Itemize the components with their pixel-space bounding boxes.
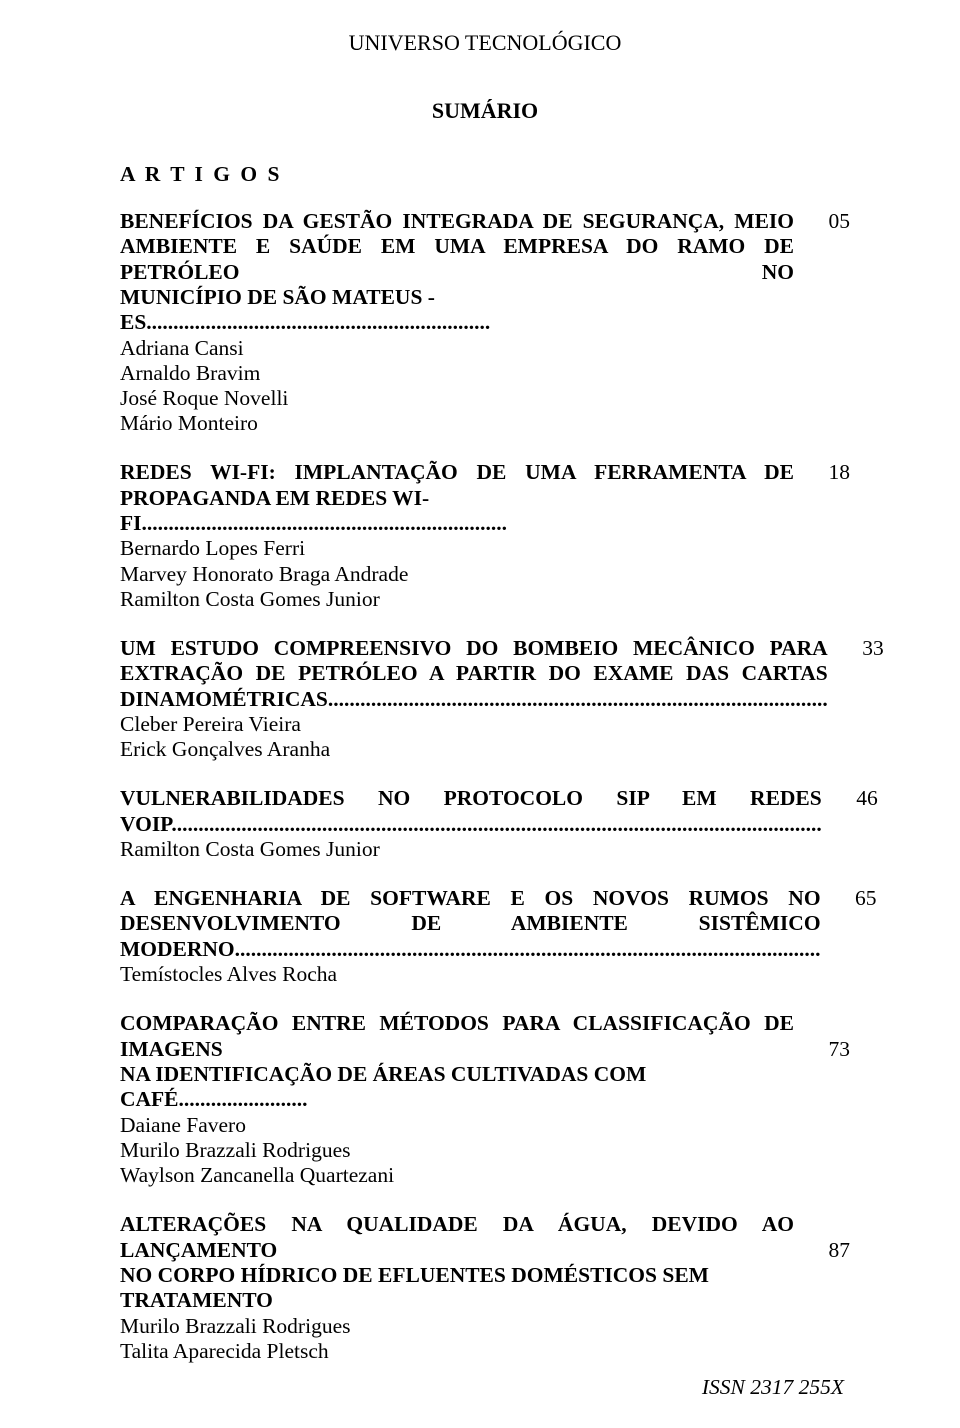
author-name: Waylson Zancanella Quartezani [120,1163,850,1188]
author-name: Ramilton Costa Gomes Junior [120,837,850,862]
toc-entry: REDES WI-FI: IMPLANTAÇÃO DE UMA FERRAMEN… [120,460,850,612]
toc-title-lastline: VOIP....................................… [120,812,822,837]
author-name: Erick Gonçalves Aranha [120,737,850,762]
toc-page-number: 73 [794,1011,850,1061]
toc-title-lastline: PROPAGANDA EM REDES WI-FI...............… [120,486,794,537]
toc-entry-authors: Bernardo Lopes FerriMarvey Honorato Brag… [120,536,850,611]
toc-title-line: EXTRAÇÃO DE PETRÓLEO A PARTIR DO EXAME D… [120,661,828,686]
toc-title-line: BENEFÍCIOS DA GESTÃO INTEGRADA DE SEGURA… [120,209,794,234]
issn-footer: ISSN 2317 255X [702,1375,844,1400]
toc-entry-title: ALTERAÇÕES NA QUALIDADE DA ÁGUA, DEVIDO … [120,1212,794,1313]
author-name: Marvey Honorato Braga Andrade [120,562,850,587]
toc-entry: VULNERABILIDADES NO PROTOCOLO SIP EM RED… [120,786,850,862]
toc-title-lastline: NA IDENTIFICAÇÃO DE ÁREAS CULTIVADAS COM… [120,1062,794,1113]
toc-title-lastline: DINAMOMÉTRICAS..........................… [120,687,828,712]
toc-title-lastline: MUNICÍPIO DE SÃO MATEUS - ES............… [120,285,794,336]
author-name: Murilo Brazzali Rodrigues [120,1138,850,1163]
toc-page-number: 18 [794,460,850,485]
toc-title-lastline: NO CORPO HÍDRICO DE EFLUENTES DOMÉSTICOS… [120,1263,794,1314]
sumario-heading: SUMÁRIO [120,98,850,124]
toc-entry-title: UM ESTUDO COMPREENSIVO DO BOMBEIO MECÂNI… [120,636,828,712]
toc-entry-row: ALTERAÇÕES NA QUALIDADE DA ÁGUA, DEVIDO … [120,1212,850,1313]
toc-entry-authors: Temístocles Alves Rocha [120,962,850,987]
toc-entry-title: VULNERABILIDADES NO PROTOCOLO SIP EM RED… [120,786,822,837]
toc-title-line: UM ESTUDO COMPREENSIVO DO BOMBEIO MECÂNI… [120,636,828,661]
author-name: Ramilton Costa Gomes Junior [120,587,850,612]
toc-entry-row: REDES WI-FI: IMPLANTAÇÃO DE UMA FERRAMEN… [120,460,850,536]
toc-entry-authors: Daiane FaveroMurilo Brazzali RodriguesWa… [120,1113,850,1188]
author-name: Murilo Brazzali Rodrigues [120,1314,850,1339]
author-name: Talita Aparecida Pletsch [120,1339,850,1364]
toc-title-line: AMBIENTE E SAÚDE EM UMA EMPRESA DO RAMO … [120,234,794,285]
toc-entry-title: BENEFÍCIOS DA GESTÃO INTEGRADA DE SEGURA… [120,209,794,336]
toc-entry-authors: Cleber Pereira VieiraErick Gonçalves Ara… [120,712,850,762]
toc-entry-row: COMPARAÇÃO ENTRE MÉTODOS PARA CLASSIFICA… [120,1011,850,1112]
toc-entry: ALTERAÇÕES NA QUALIDADE DA ÁGUA, DEVIDO … [120,1212,850,1364]
toc-entry: BENEFÍCIOS DA GESTÃO INTEGRADA DE SEGURA… [120,209,850,436]
toc-entry-title: REDES WI-FI: IMPLANTAÇÃO DE UMA FERRAMEN… [120,460,794,536]
toc-page-number: 65 [821,886,877,911]
page: UNIVERSO TECNOLÓGICO SUMÁRIO A R T I G O… [0,0,960,1428]
toc-page-number: 87 [794,1212,850,1262]
toc-entry: A ENGENHARIA DE SOFTWARE E OS NOVOS RUMO… [120,886,850,987]
author-name: Daiane Favero [120,1113,850,1138]
toc-entry: UM ESTUDO COMPREENSIVO DO BOMBEIO MECÂNI… [120,636,850,762]
section-label-artigos: A R T I G O S [120,162,850,187]
toc-entry-row: VULNERABILIDADES NO PROTOCOLO SIP EM RED… [120,786,850,837]
toc-entry-title: COMPARAÇÃO ENTRE MÉTODOS PARA CLASSIFICA… [120,1011,794,1112]
toc-title-line: A ENGENHARIA DE SOFTWARE E OS NOVOS RUMO… [120,886,821,911]
toc-title-line: DESENVOLVIMENTO DE AMBIENTE SISTÊMICO [120,911,821,936]
toc-entry-authors: Adriana CansiArnaldo Bravim José Roque N… [120,336,850,437]
author-name: Bernardo Lopes Ferri [120,536,850,561]
toc-entry-row: UM ESTUDO COMPREENSIVO DO BOMBEIO MECÂNI… [120,636,850,712]
toc-entry-row: BENEFÍCIOS DA GESTÃO INTEGRADA DE SEGURA… [120,209,850,336]
author-name: Temístocles Alves Rocha [120,962,850,987]
toc-title-line: REDES WI-FI: IMPLANTAÇÃO DE UMA FERRAMEN… [120,460,794,485]
toc-title-line: ALTERAÇÕES NA QUALIDADE DA ÁGUA, DEVIDO … [120,1212,794,1263]
toc-title-line: VULNERABILIDADES NO PROTOCOLO SIP EM RED… [120,786,822,811]
author-name: Arnaldo Bravim [120,361,850,386]
author-name: Cleber Pereira Vieira [120,712,850,737]
toc-entry-row: A ENGENHARIA DE SOFTWARE E OS NOVOS RUMO… [120,886,850,962]
toc-entry-authors: Ramilton Costa Gomes Junior [120,837,850,862]
toc-title-lastline: MODERNO.................................… [120,937,821,962]
toc-title-line: COMPARAÇÃO ENTRE MÉTODOS PARA CLASSIFICA… [120,1011,794,1062]
toc-entry: COMPARAÇÃO ENTRE MÉTODOS PARA CLASSIFICA… [120,1011,850,1188]
toc-entry-authors: Murilo Brazzali RodriguesTalita Aparecid… [120,1314,850,1364]
toc-entries: BENEFÍCIOS DA GESTÃO INTEGRADA DE SEGURA… [120,209,850,1364]
toc-page-number: 46 [822,786,878,811]
author-name: Adriana Cansi [120,336,850,361]
toc-page-number: 05 [794,209,850,234]
author-name: José Roque Novelli [120,386,850,411]
toc-page-number: 33 [828,636,884,661]
author-name: Mário Monteiro [120,411,850,436]
toc-entry-title: A ENGENHARIA DE SOFTWARE E OS NOVOS RUMO… [120,886,821,962]
journal-title: UNIVERSO TECNOLÓGICO [120,30,850,56]
